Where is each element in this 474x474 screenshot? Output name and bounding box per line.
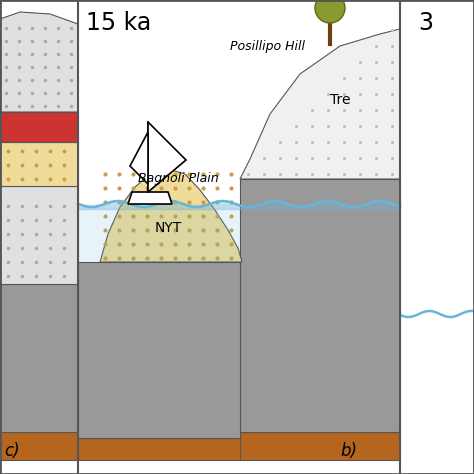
Bar [78, 262, 240, 438]
Polygon shape [148, 122, 186, 192]
Polygon shape [130, 132, 148, 184]
Text: Posillipo Hill: Posillipo Hill [230, 40, 305, 53]
Bar [0, 112, 78, 142]
Polygon shape [100, 169, 242, 262]
Bar [0, 432, 78, 460]
Bar [0, 142, 78, 186]
Bar [240, 432, 400, 460]
Text: 3: 3 [418, 11, 433, 35]
Text: c): c) [4, 442, 19, 460]
Ellipse shape [315, 0, 345, 23]
Polygon shape [0, 12, 78, 112]
Text: NYT: NYT [155, 221, 182, 235]
Bar [0, 186, 78, 284]
Text: Bagnoli Plain: Bagnoli Plain [138, 172, 219, 185]
Bar [78, 438, 240, 460]
Polygon shape [240, 29, 400, 179]
Text: 15 ka: 15 ka [86, 11, 151, 35]
Text: b): b) [340, 442, 357, 460]
Text: Tre: Tre [330, 93, 350, 107]
Bar [240, 179, 400, 432]
Polygon shape [128, 192, 172, 204]
Bar [78, 204, 240, 262]
Bar [0, 284, 78, 432]
